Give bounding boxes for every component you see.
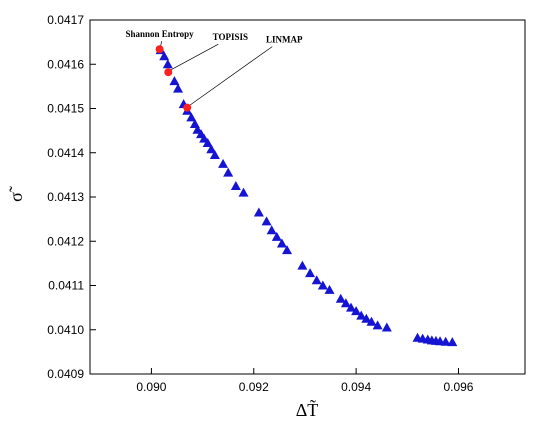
y-tick-label: 0.0417 (47, 13, 84, 27)
pareto-point (381, 322, 392, 332)
pareto-point (372, 320, 383, 330)
pareto-point (447, 337, 458, 347)
y-tick-label: 0.0416 (47, 57, 84, 71)
pareto-point (159, 51, 170, 61)
x-tick-label: 0.090 (136, 380, 166, 394)
pareto-point (186, 112, 197, 122)
pareto-point (356, 310, 367, 320)
y-tick-label: 0.0414 (47, 146, 84, 160)
pareto-point (351, 306, 362, 316)
pareto-point (261, 216, 272, 226)
pareto-point (282, 245, 293, 255)
pareto-point (266, 225, 277, 235)
annotation-leader-lines (160, 41, 273, 106)
pareto-point (440, 336, 451, 346)
pareto-point (297, 260, 308, 270)
annotation-label: LINMAP (266, 35, 303, 45)
x-tick-label: 0.092 (239, 380, 269, 394)
x-axis-ticks: 0.090 0.092 0.094 0.096 (136, 368, 474, 394)
decision-point (164, 68, 173, 77)
plot-frame (89, 19, 526, 375)
y-tick-label: 0.0411 (48, 279, 84, 293)
y-axis-ticks: 0.0409 0.0410 0.0411 0.0412 0.0413 0.0414 0.04… (47, 13, 96, 381)
pareto-point (335, 293, 346, 303)
pareto-point (311, 275, 322, 285)
pareto-point (253, 207, 264, 217)
pareto-point (169, 76, 180, 86)
pareto-point (202, 138, 213, 148)
pareto-point (366, 316, 377, 326)
y-axis-label: σ̃ (6, 186, 26, 202)
pareto-point (218, 158, 229, 168)
x-tick-label: 0.096 (443, 380, 473, 394)
y-tick-label: 0.0412 (47, 234, 84, 248)
pareto-point (340, 298, 351, 308)
pareto-point (162, 59, 173, 69)
annotation-labels: Shannon Entropy TOPISIS LINMAP (126, 29, 303, 44)
y-tick-label: 0.0415 (47, 102, 84, 116)
pareto-point (361, 313, 372, 323)
pareto-point (173, 83, 184, 93)
decision-point (183, 103, 192, 112)
pareto-point (223, 167, 234, 177)
x-tick-label: 0.094 (341, 380, 371, 394)
annotation-label: TOPISIS (213, 32, 248, 42)
pareto-point (305, 268, 316, 278)
pareto-point (238, 187, 249, 197)
y-tick-label: 0.0413 (47, 190, 84, 204)
pareto-point (209, 149, 220, 159)
decision-points (155, 45, 192, 112)
pareto-point (230, 180, 241, 190)
pareto-point (324, 284, 335, 294)
pareto-point (276, 238, 287, 248)
decision-point (155, 45, 164, 54)
y-tick-label: 0.0410 (47, 323, 84, 337)
x-axis-label: ΔT̃ (296, 398, 319, 420)
annotation-label: Shannon Entropy (126, 29, 195, 39)
pareto-point (346, 302, 356, 312)
leader-line (189, 46, 273, 106)
pareto-point (317, 280, 328, 290)
y-tick-label: 0.0409 (47, 367, 84, 381)
leader-line (170, 43, 219, 71)
pareto-points (155, 45, 458, 347)
pareto-point (271, 231, 282, 241)
pareto-point (206, 144, 217, 154)
